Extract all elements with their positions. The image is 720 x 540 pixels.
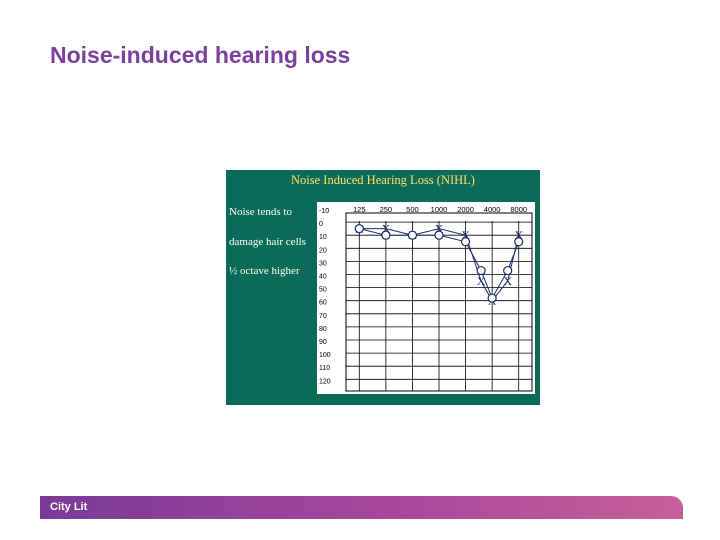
marker-x: X — [382, 222, 391, 236]
marker-o — [503, 265, 513, 276]
marker-o — [460, 237, 471, 247]
note-line-1: Noise tends to — [229, 206, 292, 218]
marker-o — [354, 224, 364, 234]
y-tick-label: 90 — [319, 339, 327, 346]
marker-x: X — [477, 274, 486, 288]
x-tick-label: 8000 — [510, 205, 527, 214]
footer-bar: City Lit — [40, 496, 683, 519]
chart-title: Noise Induced Hearing Loss (NIHL) — [291, 173, 475, 187]
x-tick-label: 500 — [406, 205, 419, 214]
marker-x: X — [461, 228, 470, 242]
y-tick-label: 30 — [319, 260, 327, 267]
x-tick-label: 2000 — [457, 205, 474, 214]
y-tick-label: 100 — [319, 352, 331, 359]
note-line-3: ½ octave higher — [229, 265, 300, 277]
marker-o — [476, 265, 486, 276]
y-tick-label: 40 — [319, 274, 327, 281]
audiogram-figure: Noise Induced Hearing Loss (NIHL) Noise … — [226, 170, 540, 405]
x-tick-label: 250 — [380, 205, 393, 214]
slide-title: Noise-induced hearing loss — [50, 42, 351, 68]
y-tick-label: 120 — [319, 378, 331, 385]
series-x-line — [359, 228, 520, 302]
marker-x: X — [503, 274, 512, 288]
plot-background — [317, 202, 535, 394]
note-line-2: damage hair cells — [229, 236, 306, 248]
y-tick-label: 20 — [319, 247, 327, 254]
y-tick-label: 50 — [319, 287, 327, 294]
marker-o — [514, 237, 524, 247]
marker-x: X — [435, 222, 444, 236]
y-tick-label: 70 — [319, 313, 327, 320]
y-tick-label: 10 — [319, 234, 327, 241]
x-tick-label: 4000 — [484, 205, 501, 214]
y-tick-label: -10 — [319, 208, 329, 215]
marker-o — [407, 230, 418, 240]
marker-o — [487, 293, 497, 303]
marker-x: X — [514, 228, 523, 242]
marker-o — [381, 230, 391, 240]
y-tick-label: 0 — [319, 221, 323, 228]
x-tick-label: 125 — [353, 205, 366, 214]
audiogram-plot: 125 250 500 1000 2000 4000 8000 -10 0 10 20 30 40 50 6… — [317, 202, 535, 394]
marker-o — [434, 230, 444, 240]
y-tick-label: 110 — [319, 365, 330, 372]
footer-label: City Lit — [50, 501, 88, 513]
x-tick-label: 1000 — [431, 205, 448, 214]
y-tick-label: 60 — [319, 300, 327, 307]
y-tick-label: 80 — [319, 326, 327, 333]
